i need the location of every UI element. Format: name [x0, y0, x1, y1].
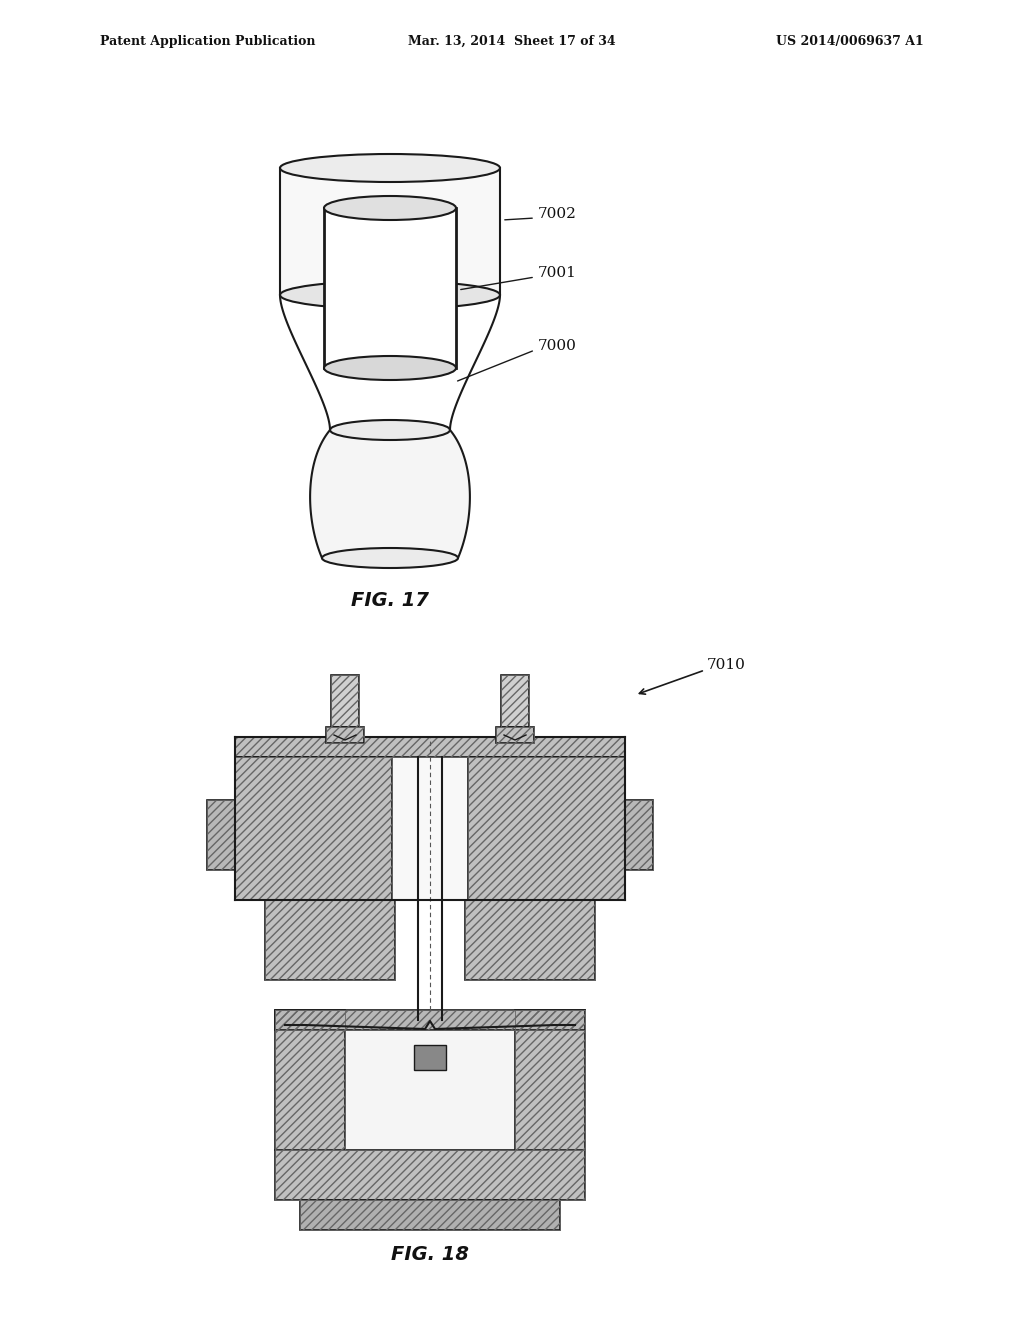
- Text: US 2014/0069637 A1: US 2014/0069637 A1: [776, 36, 924, 48]
- Bar: [392, 756, 468, 900]
- Ellipse shape: [324, 195, 456, 220]
- Bar: [275, 1010, 345, 1150]
- Bar: [300, 1200, 560, 1230]
- Bar: [275, 1010, 585, 1030]
- Text: FIG. 18: FIG. 18: [391, 1246, 469, 1265]
- Bar: [465, 900, 595, 979]
- Ellipse shape: [330, 420, 450, 440]
- Bar: [331, 675, 359, 727]
- Bar: [468, 756, 625, 900]
- Bar: [234, 756, 392, 900]
- Bar: [326, 727, 364, 743]
- Bar: [625, 800, 653, 870]
- Bar: [324, 209, 456, 368]
- Bar: [468, 756, 625, 900]
- Bar: [300, 1200, 560, 1230]
- Bar: [625, 800, 653, 870]
- Bar: [234, 756, 392, 900]
- Text: 7000: 7000: [538, 339, 577, 352]
- Bar: [275, 1150, 585, 1200]
- Bar: [280, 168, 500, 294]
- Bar: [465, 900, 595, 979]
- Ellipse shape: [324, 356, 456, 380]
- Text: 7010: 7010: [707, 657, 745, 672]
- Text: 7001: 7001: [538, 267, 577, 280]
- Bar: [234, 737, 625, 756]
- Bar: [496, 727, 534, 743]
- Bar: [207, 800, 234, 870]
- Bar: [326, 727, 364, 743]
- Bar: [496, 727, 534, 743]
- Bar: [414, 1045, 446, 1071]
- Text: 7002: 7002: [538, 207, 577, 220]
- Bar: [331, 675, 359, 727]
- Bar: [265, 900, 395, 979]
- Text: Patent Application Publication: Patent Application Publication: [100, 36, 315, 48]
- Bar: [501, 675, 529, 727]
- Bar: [515, 1010, 585, 1150]
- Bar: [515, 1010, 585, 1150]
- Bar: [234, 737, 625, 756]
- Bar: [275, 1010, 585, 1030]
- Ellipse shape: [280, 281, 500, 309]
- Ellipse shape: [322, 548, 458, 568]
- Bar: [265, 900, 395, 979]
- Text: Mar. 13, 2014  Sheet 17 of 34: Mar. 13, 2014 Sheet 17 of 34: [409, 36, 615, 48]
- Bar: [345, 1030, 515, 1150]
- Bar: [207, 800, 234, 870]
- Polygon shape: [310, 430, 470, 558]
- Bar: [280, 168, 500, 294]
- Ellipse shape: [280, 154, 500, 182]
- Bar: [501, 675, 529, 727]
- Bar: [275, 1010, 345, 1150]
- Bar: [275, 1150, 585, 1200]
- Text: FIG. 17: FIG. 17: [351, 590, 429, 610]
